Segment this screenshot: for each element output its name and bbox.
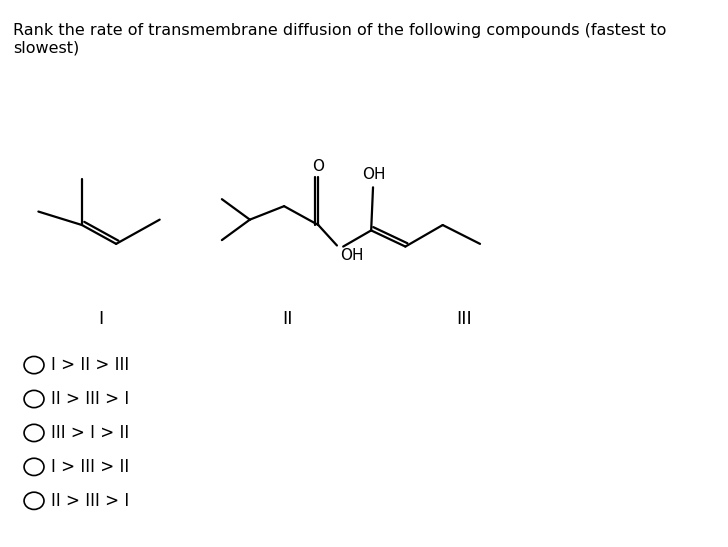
Text: II: II [282, 310, 293, 328]
Text: O: O [312, 159, 324, 174]
Text: I > III > II: I > III > II [51, 458, 129, 476]
Text: III: III [456, 310, 472, 328]
Text: I > II > III: I > II > III [51, 356, 129, 374]
Text: OH: OH [362, 167, 385, 182]
Text: OH: OH [340, 248, 363, 263]
Text: Rank the rate of transmembrane diffusion of the following compounds (fastest to
: Rank the rate of transmembrane diffusion… [14, 23, 667, 55]
Text: III > I > II: III > I > II [51, 424, 129, 442]
Text: II > III > I: II > III > I [51, 492, 129, 510]
Text: I: I [98, 310, 103, 328]
Text: II > III > I: II > III > I [51, 390, 129, 408]
